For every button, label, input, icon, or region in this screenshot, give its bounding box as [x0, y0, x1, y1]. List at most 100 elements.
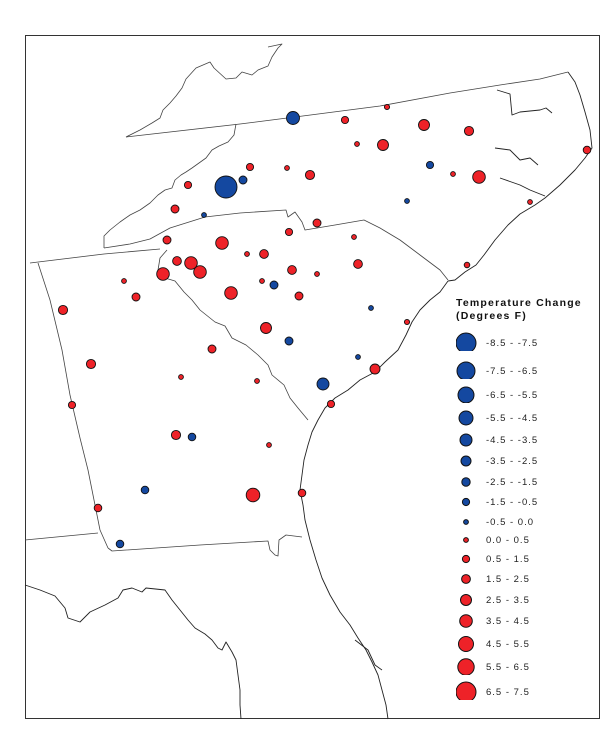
station-point-warming	[259, 249, 269, 259]
station-point-warming	[245, 162, 255, 172]
legend-label: 4.5 - 5.5	[486, 638, 530, 650]
station-points	[57, 103, 592, 549]
station-point-warming	[353, 259, 363, 269]
legend-label: -5.5 - -4.5	[486, 412, 539, 424]
station-point-cooling	[368, 305, 374, 311]
station-point-warming	[297, 488, 307, 498]
station-point-warming	[260, 322, 272, 334]
station-point-warming	[369, 363, 381, 375]
station-point-warming	[354, 141, 360, 147]
station-point-cooling	[316, 377, 330, 391]
legend-title-line1: Temperature Change	[456, 297, 582, 309]
station-point-warming	[351, 234, 357, 240]
nc-va-border	[125, 71, 569, 138]
station-point-warming	[57, 304, 69, 316]
station-point-cooling	[355, 354, 361, 360]
station-point-cooling	[187, 432, 197, 442]
legend-label: 1.5 - 2.5	[486, 573, 530, 585]
legend-circle-icon	[461, 554, 471, 564]
station-point-cooling	[269, 280, 279, 290]
station-point-warming	[244, 251, 250, 257]
station-point-warming	[156, 267, 170, 281]
station-point-cooling	[214, 175, 238, 199]
station-point-warming	[472, 170, 486, 184]
legend-label: -7.5 - -6.5	[486, 365, 539, 377]
legend: Temperature Change (Degrees F) -8.5 - -7…	[456, 297, 601, 700]
legend-circle-icon	[463, 519, 469, 525]
station-point-warming	[304, 169, 316, 181]
station-point-warming	[131, 292, 141, 302]
legend-circle-icon	[461, 574, 471, 584]
legend-circle-icon	[460, 455, 472, 467]
station-point-warming	[224, 286, 238, 300]
station-point-cooling	[201, 212, 207, 218]
station-point-warming	[582, 145, 592, 155]
legend-label: 2.5 - 3.5	[486, 594, 530, 606]
station-point-warming	[172, 256, 182, 266]
station-point-warming	[377, 139, 389, 151]
station-point-warming	[527, 199, 533, 205]
station-point-warming	[418, 119, 430, 131]
legend-label: -8.5 - -7.5	[486, 337, 539, 349]
legend-label: 3.5 - 4.5	[486, 615, 530, 627]
station-point-warming	[121, 278, 127, 284]
station-point-warming	[450, 171, 456, 177]
legend-circle-icon	[463, 537, 469, 543]
station-point-warming	[178, 374, 184, 380]
virginia-boundary	[125, 43, 283, 138]
legend-circle-icon	[458, 636, 474, 652]
legend-circle-icon	[460, 594, 472, 606]
station-point-warming	[93, 503, 103, 513]
station-point-cooling	[425, 160, 435, 170]
station-point-cooling	[238, 175, 248, 185]
station-point-warming	[284, 227, 294, 237]
station-point-warming	[294, 291, 304, 301]
station-point-warming	[463, 261, 471, 269]
legend-circle-icon	[459, 614, 473, 628]
station-point-warming	[193, 265, 207, 279]
station-point-cooling	[404, 198, 410, 204]
ga-fl-border	[107, 534, 303, 557]
station-point-cooling	[286, 111, 300, 125]
station-point-warming	[170, 429, 182, 441]
legend-circle-icon	[458, 410, 474, 426]
legend-circle-icon	[457, 386, 475, 403]
station-point-warming	[312, 218, 322, 228]
station-point-warming	[184, 256, 198, 270]
station-point-warming	[245, 487, 261, 503]
ga-sc-border	[157, 249, 309, 421]
legend-label: -4.5 - -3.5	[486, 434, 539, 446]
legend-label: -0.5 - 0.0	[486, 516, 535, 528]
station-point-warming	[403, 318, 411, 326]
station-point-cooling	[284, 336, 294, 346]
station-point-cooling	[140, 485, 150, 495]
legend-circle-icon	[456, 681, 477, 700]
station-point-warming	[340, 115, 350, 125]
nc-tn-border	[103, 123, 237, 248]
station-point-warming	[162, 235, 172, 245]
station-point-warming	[266, 442, 272, 448]
station-point-warming	[259, 278, 265, 284]
legend-circle-icon	[459, 433, 473, 447]
station-point-warming	[287, 265, 297, 275]
station-point-warming	[67, 400, 77, 410]
legend-label: -6.5 - -5.5	[486, 389, 539, 401]
nc-sc-border	[103, 209, 449, 281]
station-point-warming	[383, 103, 391, 111]
station-point-warming	[215, 236, 229, 250]
legend-label: 0.5 - 1.5	[486, 553, 530, 565]
legend-label: 0.0 - 0.5	[486, 534, 530, 546]
station-point-warming	[254, 378, 260, 384]
ga-al-border	[37, 262, 109, 549]
station-point-cooling	[115, 539, 125, 549]
legend-title-line2: (Degrees F)	[456, 309, 527, 322]
legend-circle-icon	[461, 477, 471, 487]
station-point-warming	[284, 165, 290, 171]
legend-circle-icon	[456, 332, 477, 351]
station-point-warming	[326, 399, 336, 409]
legend-circle-icon	[461, 497, 471, 507]
legend-circle-icon	[457, 658, 475, 675]
legend-circle-icon	[456, 361, 476, 379]
station-point-warming	[463, 125, 475, 137]
